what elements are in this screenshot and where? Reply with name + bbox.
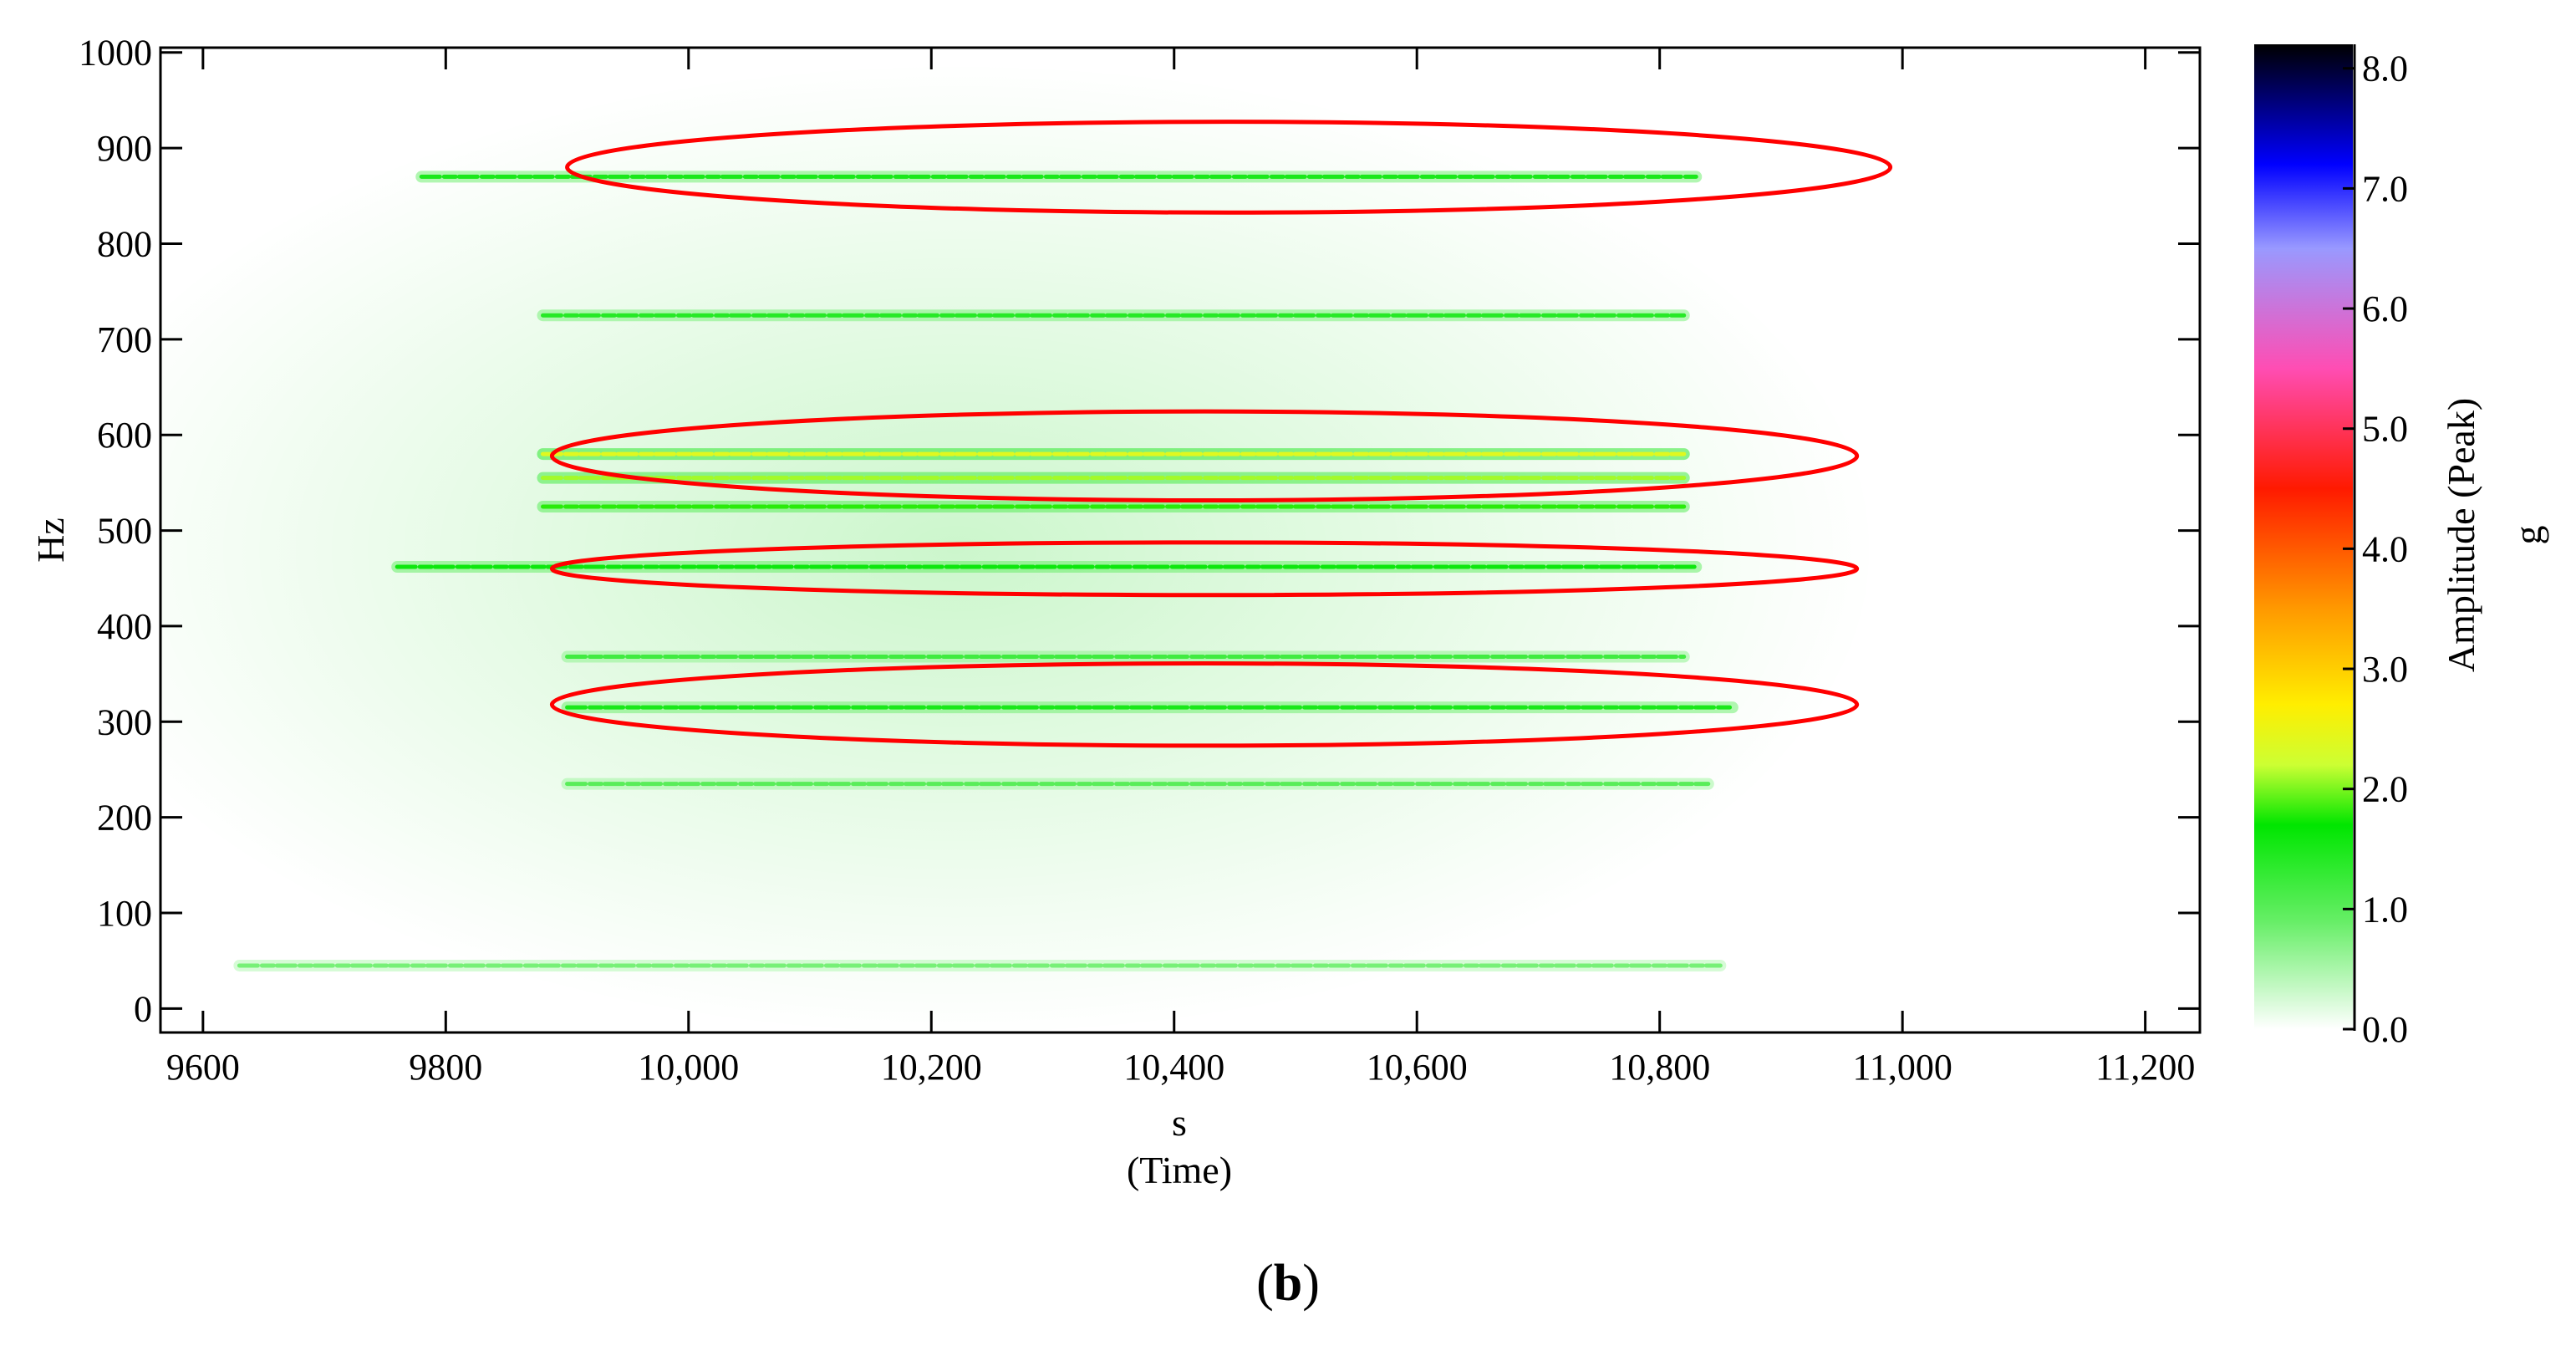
colorbar-tick-label: 6.0 [2362,288,2408,329]
annotation-ellipse [549,540,1860,598]
y-tick-label: 0 [134,988,152,1029]
y-tick-label: 900 [97,128,152,169]
annotation-ellipse [549,661,1860,748]
annotation-ellipse [549,409,1860,503]
plot-frame [159,46,2202,1034]
panel-label: (b) [0,1254,2576,1313]
panel-label-letter: b [1273,1255,1303,1312]
colorbar-tick-label: 8.0 [2362,48,2408,89]
y-tick-label: 500 [97,511,152,552]
panel-label-close: ) [1302,1255,1320,1312]
colorbar-tick-label: 4.0 [2362,528,2408,569]
colorbar [2254,44,2353,1029]
annotation-ellipse [565,120,1893,215]
y-tick-label: 1000 [79,33,152,74]
y-axis: 0 100 200 300 400 500 600 700 800 900 1000 [79,33,2200,1029]
x-tick-label: 11,000 [1852,1047,1952,1088]
y-tick-label: 700 [97,319,152,360]
x-tick-label: 10,400 [1123,1047,1224,1088]
x-tick-label: 10,800 [1609,1047,1710,1088]
panel-label-open: ( [1256,1255,1274,1312]
colorbar-tick-label: 5.0 [2362,409,2408,450]
x-axis-sublabel: (Time) [1127,1149,1232,1191]
x-axis: 9600 9800 10,000 10,200 10,400 10,600 10,800 11… [166,48,2195,1088]
x-tick-label: 11,200 [2095,1047,2195,1088]
colorbar-tick-label: 3.0 [2362,649,2408,690]
colorbar-tick-label: 0.0 [2362,1009,2408,1050]
colorbar-tick-label: 2.0 [2362,769,2408,810]
annotation-layer [549,120,1893,748]
y-tick-label: 400 [97,606,152,647]
spectrogram-heat-layer [160,62,1878,1032]
colorbar-label: Amplitude (Peak) [2440,398,2482,672]
x-axis-label: s [1172,1101,1187,1144]
x-tick-label: 10,200 [881,1047,982,1088]
colorbar-tick-label: 7.0 [2362,168,2408,209]
x-tick-label: 10,600 [1367,1047,1468,1088]
x-tick-label: 9800 [409,1047,482,1088]
colorbar-tick-label: 1.0 [2362,889,2408,930]
y-tick-label: 600 [97,415,152,456]
y-tick-label: 100 [97,893,152,934]
spectral-haze [160,62,1878,1032]
colorbar-unit: g [2507,526,2549,545]
y-tick-label: 300 [97,701,152,742]
colorbar-ticks: 0.0 1.0 2.0 3.0 4.0 5.0 6.0 7.0 8.0 [2343,48,2408,1050]
x-tick-label: 10,000 [638,1047,739,1088]
y-axis-label: Hz [29,517,72,563]
x-tick-label: 9600 [166,1047,240,1088]
y-tick-label: 800 [97,223,152,264]
y-tick-label: 200 [97,798,152,839]
